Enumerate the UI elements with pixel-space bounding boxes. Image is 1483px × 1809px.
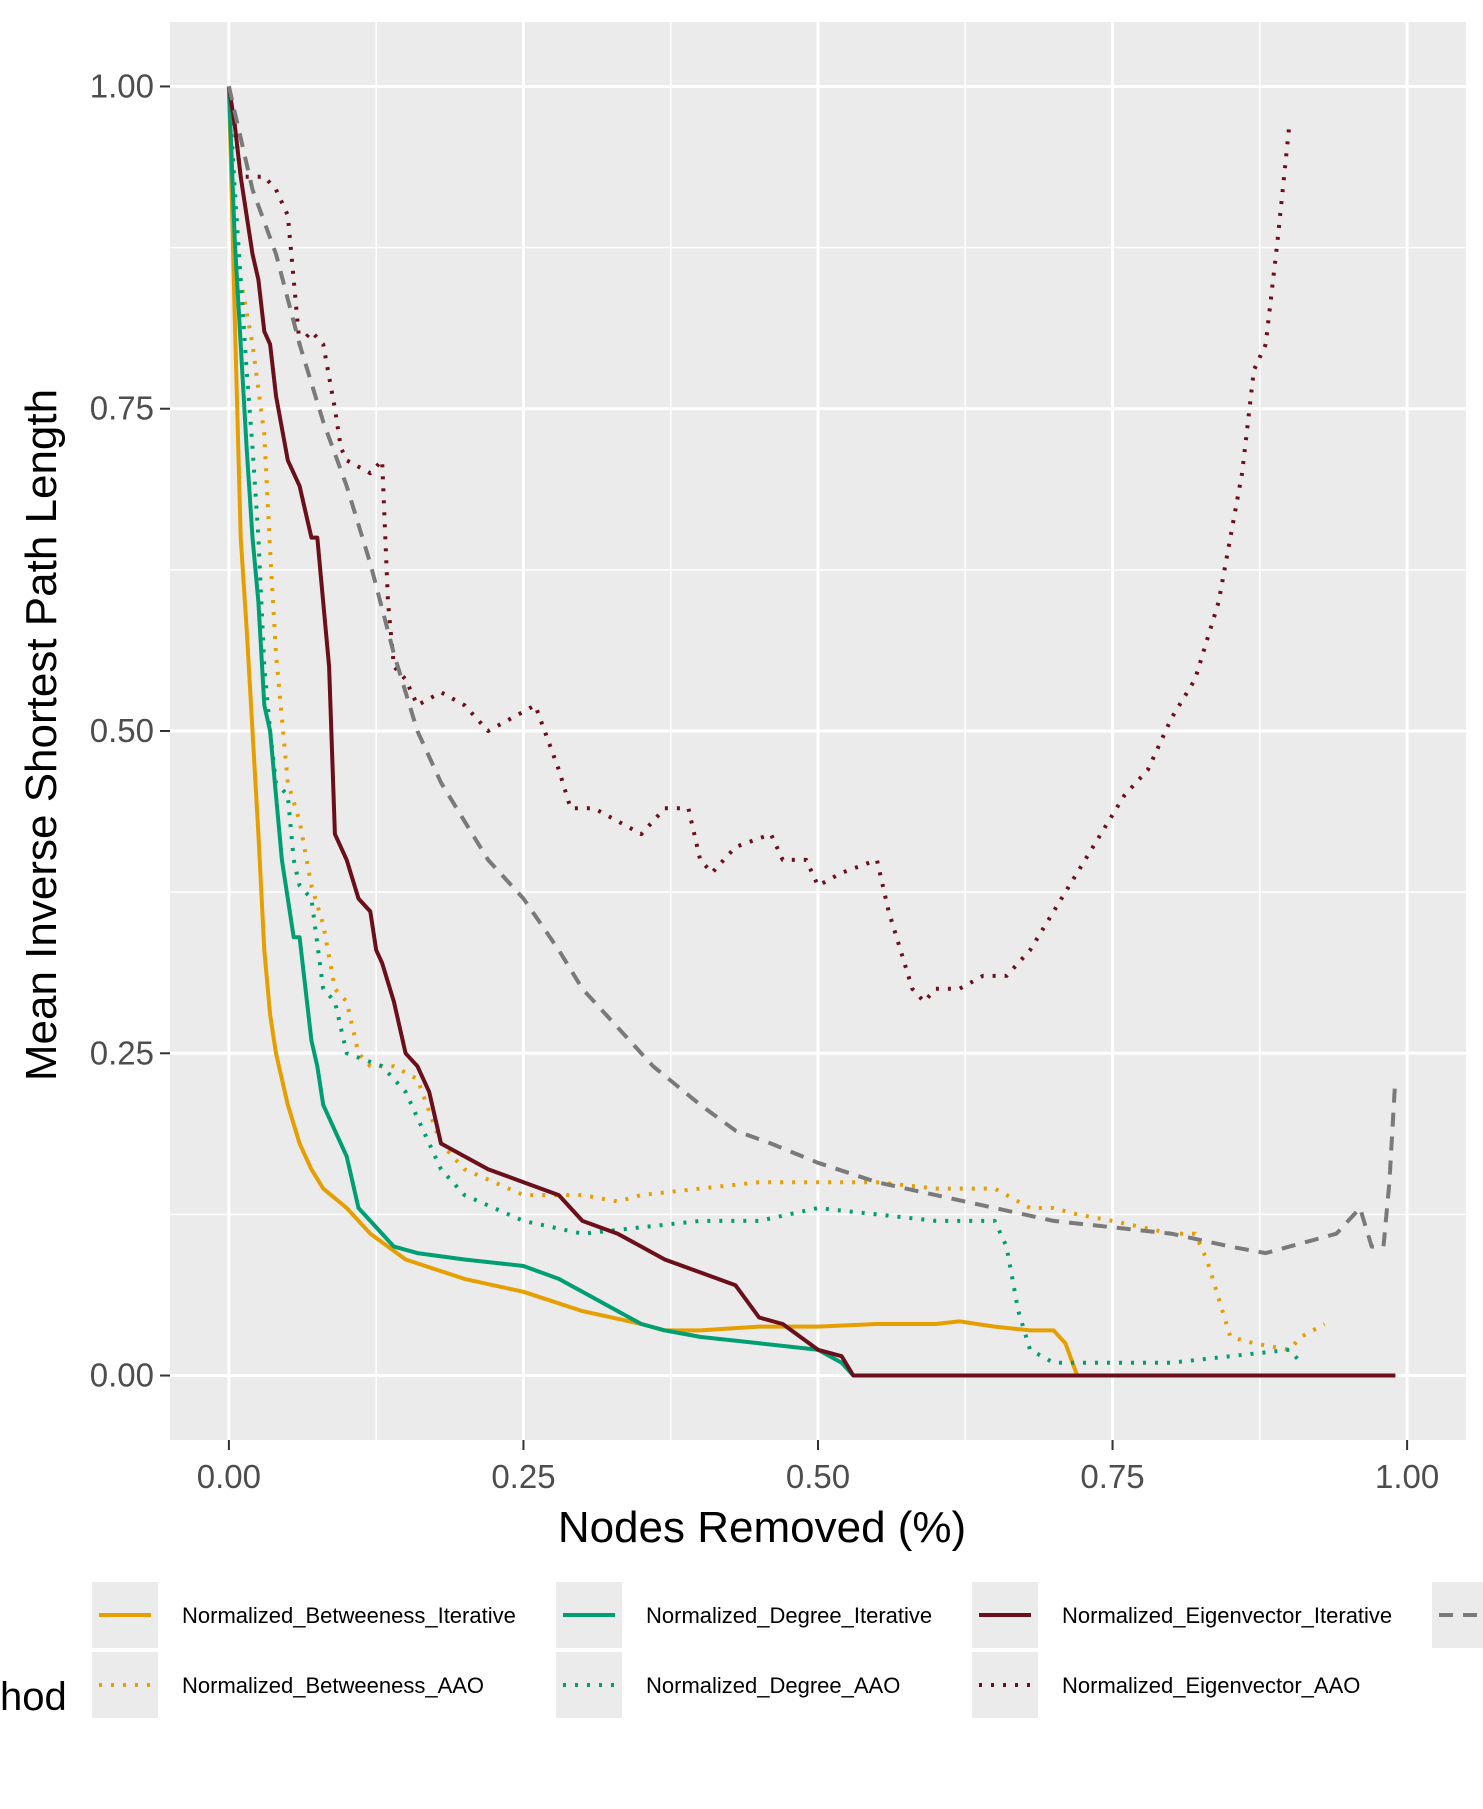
legend: Normalized_Betweeness_Iterative Normalize… [92,1582,1483,1718]
x-tick-label: 0.00 [197,1458,261,1495]
y-tick-label: 0.75 [90,390,154,427]
series-line-1 [226,86,1396,1378]
legend-label: Normalized_Eigenvector_Iterative [1062,1603,1392,1628]
series-line-6 [226,86,1292,1004]
x-tick-label: 0.50 [786,1458,850,1495]
y-tick-label: 0.25 [90,1034,154,1071]
y-tick-label: 1.00 [90,67,154,104]
series-layer [226,86,1398,1378]
x-tick-label: 0.25 [491,1458,555,1495]
y-tick-label: 0.50 [90,712,154,749]
legend-label: Normalized_Degree_Iterative [646,1603,932,1628]
series-line-5 [226,86,1396,1378]
series-line-4 [226,86,1303,1365]
x-axis-title: Nodes Removed (%) [558,1503,966,1552]
legend-title: hod [0,1675,67,1719]
legend-label: Normalized_Betweeness_Iterative [182,1603,516,1628]
grid-layer [170,22,1466,1440]
legend-label: Normalized_Betweeness_AAO [182,1673,484,1698]
series-line-3 [226,86,1396,1378]
series-line-7 [226,86,1398,1256]
x-tick-label: 1.00 [1375,1458,1439,1495]
y-axis-title: Mean Inverse Shortest Path Length [17,389,66,1081]
y-tick-label: 0.00 [90,1357,154,1394]
legend-label: Normalized_Degree_AAO [646,1673,900,1698]
legend-label: Normalized_Eigenvector_AAO [1062,1673,1360,1698]
axis-layer: 0.00 0.25 0.50 0.75 1.00 0.00 0.25 0.50 0.75 1.00 [90,67,1439,1495]
x-tick-label: 0.75 [1080,1458,1144,1495]
